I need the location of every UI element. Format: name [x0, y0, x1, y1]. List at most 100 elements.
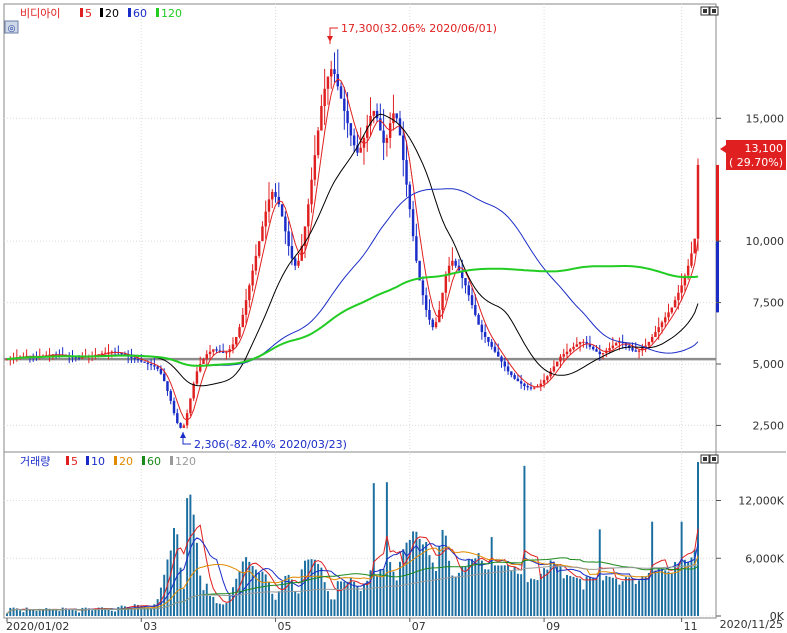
volume-bar [38, 610, 41, 616]
volume-bar [146, 607, 149, 616]
candle-body [120, 352, 123, 355]
volume-bar [608, 576, 611, 616]
volume-bar [19, 610, 22, 616]
volume-bar [638, 580, 641, 616]
volume-bar [372, 483, 375, 616]
volume-bar [572, 576, 575, 616]
volume-bar [143, 606, 146, 616]
candle-body [431, 319, 434, 328]
settings-icon[interactable]: ◎ [4, 20, 19, 34]
candle-body [192, 383, 195, 399]
volume-bar [471, 559, 474, 616]
volume-bar [520, 574, 523, 616]
volume-bar [493, 565, 496, 616]
volume-bar [598, 529, 601, 616]
volume-bar [258, 572, 261, 616]
volume-bar [12, 607, 15, 616]
volume-tick-label: 12,000K [738, 495, 784, 508]
candle-body [418, 260, 421, 281]
volume-bar [100, 607, 103, 616]
candle-body [598, 351, 601, 355]
volume-bar [58, 611, 61, 616]
price-tick-label: 15,000 [746, 112, 785, 125]
volume-bar [297, 593, 300, 616]
volume-bar [559, 565, 562, 616]
volume-bar [516, 573, 519, 616]
volume-bar [55, 610, 58, 616]
volume-bar [615, 578, 618, 616]
volume-bar [15, 608, 18, 616]
volume-bar [451, 575, 454, 616]
candle-body [474, 305, 477, 315]
volume-bar [579, 578, 582, 616]
volume-bar [621, 581, 624, 616]
price-tick-label: 2,500 [753, 419, 785, 432]
volume-bar [395, 580, 398, 616]
price-ma-120 [6, 265, 699, 367]
volume-bar [349, 577, 352, 616]
volume-bar [464, 566, 467, 616]
volume-bar [441, 529, 444, 616]
candle-body [408, 184, 412, 210]
candle-body [559, 356, 562, 362]
volume-bar [110, 610, 113, 616]
volume-bar [35, 610, 38, 616]
candle-body [467, 285, 470, 296]
candle-body [595, 349, 598, 352]
volume-bar [25, 607, 28, 616]
candle-body [264, 211, 267, 227]
volume-bar [543, 568, 546, 616]
volume-bar [382, 569, 385, 616]
volume-bar [667, 571, 670, 616]
candle-body [428, 309, 431, 320]
volume-bar [150, 607, 153, 616]
volume-bar [405, 542, 408, 616]
legend-item-label: 5 [85, 7, 92, 20]
volume-bar [71, 609, 74, 616]
volume-bar [182, 588, 185, 616]
price-panel-window-buttons[interactable] [700, 6, 719, 16]
candle-body [398, 118, 402, 136]
candle-body [503, 361, 507, 367]
candle-body [464, 278, 467, 286]
candle-body [382, 130, 385, 143]
volume-panel-window-buttons[interactable] [700, 454, 719, 464]
candle-body [647, 341, 651, 346]
volume-bar [353, 581, 356, 616]
volume-bar [218, 603, 221, 616]
candle-body [470, 295, 474, 306]
volume-bar [261, 571, 264, 616]
legend-swatch [142, 456, 145, 465]
candle-body [107, 352, 110, 354]
volume-bar [480, 560, 483, 616]
candle-body [48, 354, 51, 356]
candle-body [149, 364, 153, 366]
volume-bar [644, 577, 647, 616]
volume-bar [624, 576, 627, 616]
volume-bar [507, 565, 510, 616]
volume-bar [294, 591, 297, 616]
candle-body [172, 400, 176, 414]
volume-bar [523, 465, 526, 616]
candle-body [411, 209, 415, 237]
candle-body [51, 354, 55, 356]
legend-swatch [80, 8, 83, 17]
candle-body [248, 285, 251, 301]
price-tick-label: 10,000 [746, 235, 785, 248]
candle-body [74, 357, 77, 359]
candle-body [569, 349, 572, 352]
candle-body [516, 378, 520, 382]
volume-bar [64, 608, 67, 616]
candle-body [303, 226, 307, 247]
price-tick-label: 7,500 [753, 297, 785, 310]
candle-body [683, 275, 687, 286]
candle-body [179, 422, 182, 428]
price-panel-frame [3, 3, 717, 453]
candle-body [228, 349, 231, 353]
candle-body [424, 295, 428, 310]
volume-bar [114, 611, 117, 616]
volume-bar [457, 572, 460, 616]
volume-bar [664, 570, 667, 616]
volume-ma-120 [6, 563, 699, 614]
volume-bar [284, 575, 287, 616]
